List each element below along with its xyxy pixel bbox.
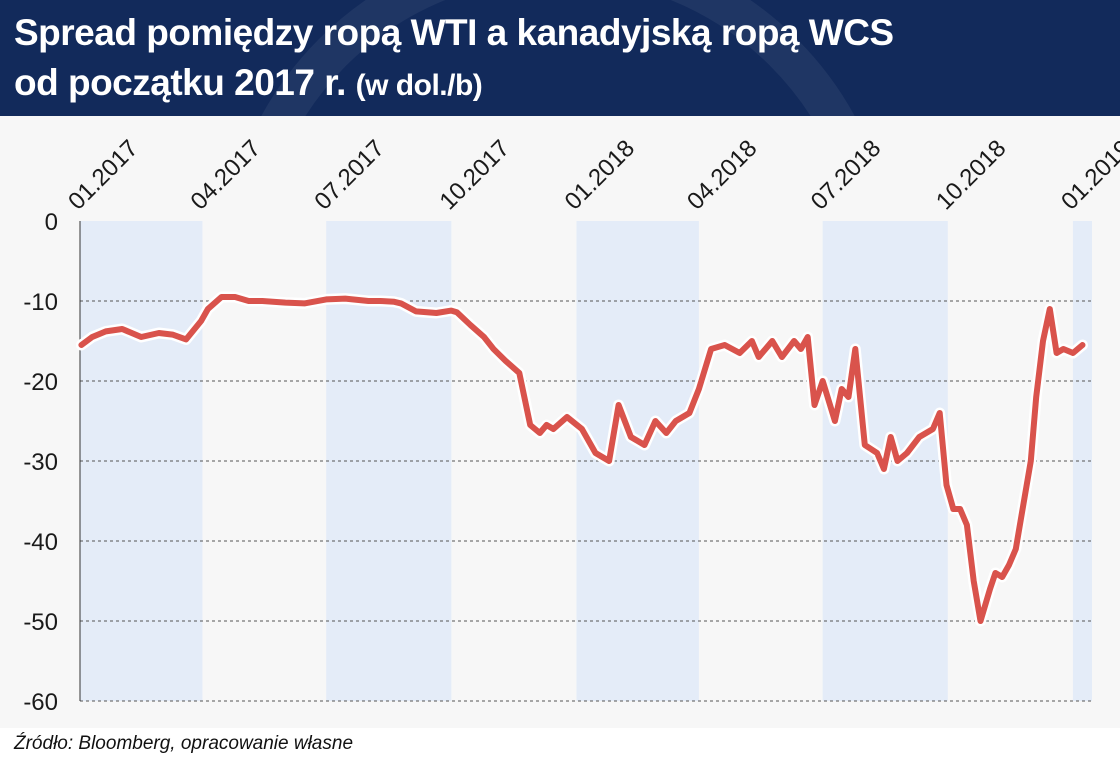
y-tick-label: 0: [45, 209, 58, 236]
chart-header: Spread pomiędzy ropą WTI a kanadyjską ro…: [0, 0, 1120, 116]
y-axis: 0 -10 -20 -30 -40 -50 -60: [23, 209, 81, 716]
y-tick-label: -20: [23, 369, 58, 396]
chart-title-line2: od początku 2017 r. (w dol./b): [14, 62, 483, 104]
series-layer: [75, 291, 1088, 627]
y-tick-label: -10: [23, 289, 58, 316]
series-line: [78, 294, 1086, 624]
chart-title-unit: (w dol./b): [355, 69, 483, 102]
y-tick-label: -60: [23, 689, 58, 716]
source-note: Źródło: Bloomberg, opracowanie własne: [14, 733, 354, 754]
spread-line-chart: 0-10-20-30-40-50-60 01.2017 04.2017 07.201…: [0, 116, 1120, 728]
y-tick-label: -40: [23, 529, 58, 556]
y-tick-label: -30: [23, 449, 58, 476]
y-tick-label: -50: [23, 609, 58, 636]
chart-title-period: od początku 2017 r.: [14, 62, 346, 103]
chart-title-line1: Spread pomiędzy ropą WTI a kanadyjską ro…: [14, 12, 894, 53]
